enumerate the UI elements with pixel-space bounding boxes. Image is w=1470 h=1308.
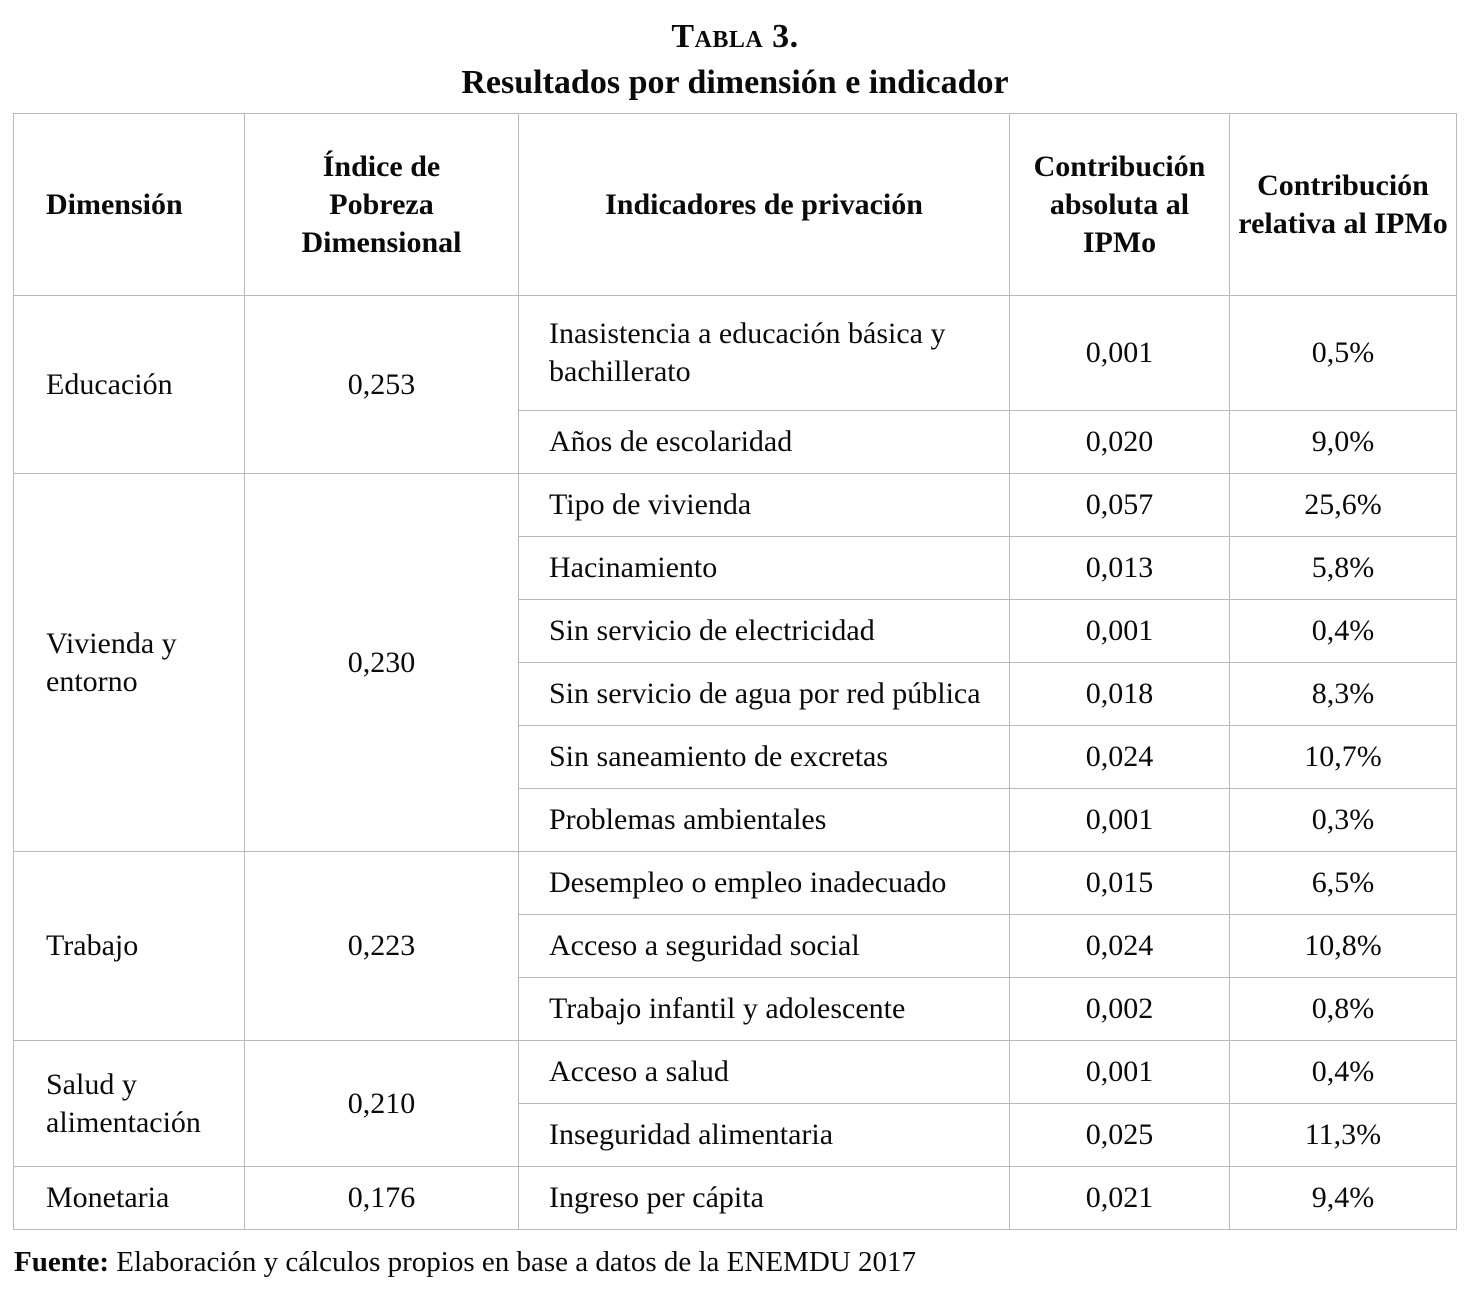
- header-rel-contribution: Contribución relativa al IPMo: [1229, 113, 1457, 296]
- abs-value-cell: 0,001: [1009, 1040, 1230, 1104]
- indicator-cell: Inasistencia a educación básica y bachil…: [518, 295, 1010, 411]
- indicator-cell: Sin servicio de agua por red pública: [518, 662, 1010, 726]
- indicator-cell: Desempleo o empleo inadecuado: [518, 851, 1010, 915]
- results-table: Dimensión Índice de Pobreza Dimensional …: [13, 113, 1457, 1230]
- dimension-cell: Trabajo: [13, 851, 245, 1041]
- table-row: Inseguridad alimentaria 0,025 11,3%: [14, 1103, 1457, 1167]
- header-rel-contribution-text: Contribución relativa al IPMo: [1238, 168, 1448, 240]
- index-cell: 0,253: [244, 295, 519, 474]
- indicator-cell: Trabajo infantil y adolescente: [518, 977, 1010, 1041]
- rel-value-cell: 10,8%: [1229, 914, 1457, 978]
- index-cell: 0,230: [244, 473, 519, 852]
- rel-value-cell: 6,5%: [1229, 851, 1457, 915]
- table-row: Monetaria 0,176 Ingreso per cápita 0,021…: [13, 1166, 1457, 1230]
- abs-value-cell: 0,015: [1009, 851, 1230, 915]
- source-text: Elaboración y cálculos propios en base a…: [109, 1246, 916, 1278]
- table-row: Años de escolaridad 0,020 9,0%: [14, 410, 1457, 474]
- table-row: Hacinamiento 0,013 5,8%: [14, 536, 1457, 600]
- rel-value-cell: 8,3%: [1229, 662, 1457, 726]
- header-abs-contribution-text: Contribución absoluta al IPMo: [1033, 149, 1206, 259]
- rel-value-cell: 0,5%: [1229, 295, 1457, 411]
- header-poverty-index: Índice de Pobreza Dimensional: [244, 113, 519, 296]
- table-row: Trabajo infantil y adolescente 0,002 0,8…: [14, 977, 1457, 1041]
- rel-value-cell: 0,4%: [1229, 1040, 1457, 1104]
- abs-value-cell: 0,001: [1009, 599, 1230, 663]
- indicator-cell: Tipo de vivienda: [518, 473, 1010, 537]
- abs-value-cell: 0,018: [1009, 662, 1230, 726]
- rel-value-cell: 5,8%: [1229, 536, 1457, 600]
- table-row: Acceso a seguridad social 0,024 10,8%: [14, 914, 1457, 978]
- header-indicators: Indicadores de privación: [518, 113, 1010, 296]
- header-poverty-index-text: Índice de Pobreza Dimensional: [301, 149, 462, 259]
- header-dimension: Dimensión: [13, 113, 245, 296]
- abs-value-cell: 0,020: [1009, 410, 1230, 474]
- rel-value-cell: 0,4%: [1229, 599, 1457, 663]
- table-row: Salud y alimentación 0,210 Acceso a salu…: [13, 1040, 1457, 1167]
- rel-value-cell: 0,3%: [1229, 788, 1457, 852]
- abs-value-cell: 0,001: [1009, 295, 1230, 411]
- abs-value-cell: 0,024: [1009, 914, 1230, 978]
- table-header-row: Dimensión Índice de Pobreza Dimensional …: [13, 113, 1457, 296]
- indicator-cell: Inseguridad alimentaria: [518, 1103, 1010, 1167]
- abs-value-cell: 0,001: [1009, 788, 1230, 852]
- table-row: Trabajo 0,223 Desempleo o empleo inadecu…: [13, 851, 1457, 1041]
- abs-value-cell: 0,057: [1009, 473, 1230, 537]
- table-title: Resultados por dimensión e indicador: [461, 64, 1009, 101]
- table-row: Sin servicio de electricidad 0,001 0,4%: [14, 599, 1457, 663]
- indicator-cell: Problemas ambientales: [518, 788, 1010, 852]
- rel-value-cell: 0,8%: [1229, 977, 1457, 1041]
- source-label: Fuente:: [14, 1246, 110, 1278]
- indicator-cell: Sin servicio de electricidad: [518, 599, 1010, 663]
- abs-value-cell: 0,002: [1009, 977, 1230, 1041]
- indicator-cell: Años de escolaridad: [518, 410, 1010, 474]
- dimension-cell: Salud y alimentación: [13, 1040, 245, 1167]
- header-abs-contribution: Contribución absoluta al IPMo: [1009, 113, 1230, 296]
- rel-value-cell: 11,3%: [1229, 1103, 1457, 1167]
- table-row: Educación 0,253 Inasistencia a educación…: [13, 295, 1457, 474]
- rel-value-cell: 9,0%: [1229, 410, 1457, 474]
- rel-value-cell: 10,7%: [1229, 725, 1457, 789]
- table-row: Sin servicio de agua por red pública 0,0…: [14, 662, 1457, 726]
- abs-value-cell: 0,025: [1009, 1103, 1230, 1167]
- indicator-cell: Acceso a salud: [518, 1040, 1010, 1104]
- table-row: Problemas ambientales 0,001 0,3%: [14, 788, 1457, 852]
- table-number-label: Tabla 3.: [671, 18, 799, 55]
- dimension-cell: Educación: [13, 295, 245, 474]
- source-note: Fuente: Elaboración y cálculos propios e…: [14, 1243, 1470, 1281]
- abs-value-cell: 0,013: [1009, 536, 1230, 600]
- rel-value-cell: 25,6%: [1229, 473, 1457, 537]
- table-row: Vivienda y entorno 0,230 Tipo de viviend…: [13, 473, 1457, 852]
- indicator-cell: Sin saneamiento de excretas: [518, 725, 1010, 789]
- index-cell: 0,176: [244, 1166, 519, 1230]
- abs-value-cell: 0,021: [1009, 1166, 1230, 1230]
- title-block: Tabla 3. Resultados por dimensión e indi…: [0, 0, 1470, 106]
- abs-value-cell: 0,024: [1009, 725, 1230, 789]
- indicator-cell: Hacinamiento: [518, 536, 1010, 600]
- index-cell: 0,210: [244, 1040, 519, 1167]
- indicator-cell: Ingreso per cápita: [518, 1166, 1010, 1230]
- dimension-cell: Vivienda y entorno: [13, 473, 245, 852]
- index-cell: 0,223: [244, 851, 519, 1041]
- indicator-cell: Acceso a seguridad social: [518, 914, 1010, 978]
- dimension-cell: Monetaria: [13, 1166, 245, 1230]
- rel-value-cell: 9,4%: [1229, 1166, 1457, 1230]
